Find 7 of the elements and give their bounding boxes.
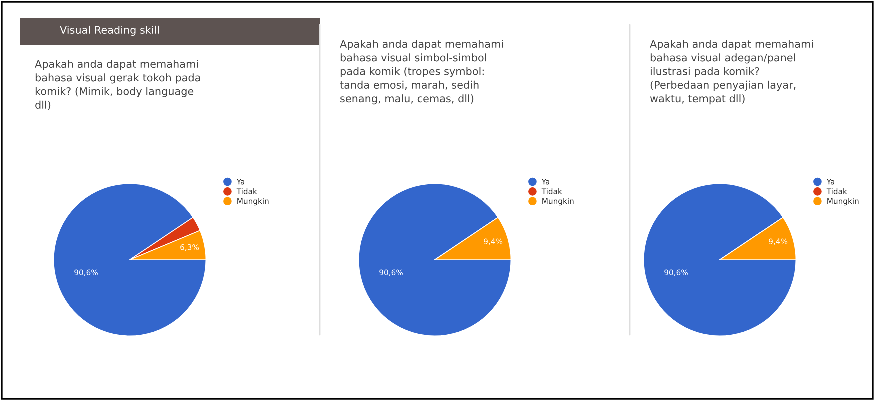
text: Visual Reading skill: [60, 26, 160, 36]
chart-title: Apakah anda dapat memahami bahasa visual adegan/panel ilustrasi pada komik? (Perbedaan penyajian layar, waktu, tempat dll): [650, 40, 814, 105]
chart-title: Apakah anda dapat memahami bahasa visual gerak tokoh pada komik? (Mimik, body language dll): [35, 60, 200, 110]
chart-title: Apakah anda dapat memahami bahasa visual simbol-simbol pada komik (tropes symbol: tanda emosi, marah, sedih senang, malu, cemas, dll): [340, 40, 504, 105]
pie-slice: [358, 183, 512, 337]
pie-slice: [53, 183, 207, 337]
pie-slice: [643, 183, 797, 337]
